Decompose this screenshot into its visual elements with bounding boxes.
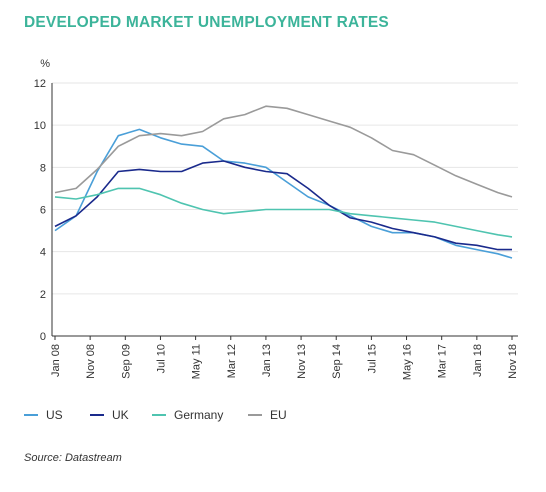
x-tick-label: May 16	[402, 344, 414, 380]
legend-label-us: US	[46, 408, 63, 422]
series-line-eu	[54, 105, 513, 198]
x-tick-label: Jan 08	[50, 344, 62, 377]
x-tick-label: Nov 18	[507, 344, 519, 379]
x-tick-label: Sep 14	[331, 344, 343, 379]
legend: US UK Germany EU	[24, 408, 287, 422]
x-tick-label: Nov 13	[296, 344, 308, 379]
x-tick-label: Nov 08	[85, 344, 97, 379]
y-tick-label: 0	[40, 331, 46, 343]
y-tick-label: 12	[34, 78, 46, 90]
legend-label-eu: EU	[270, 408, 287, 422]
x-tick-label: Jul 10	[155, 344, 167, 373]
x-tick-label: Jul 15	[366, 344, 378, 373]
series-lines	[54, 105, 513, 259]
legend-label-uk: UK	[112, 408, 129, 422]
x-tick-label: Sep 09	[120, 344, 132, 379]
series-line-germany	[54, 187, 513, 238]
chart-title: DEVELOPED MARKET UNEMPLOYMENT RATES	[24, 14, 389, 31]
x-tick-label: Jan 13	[261, 344, 273, 377]
legend-label-germany: Germany	[174, 408, 223, 422]
y-tick-label: 2	[40, 289, 46, 301]
y-tick-label: 8	[40, 162, 46, 174]
x-tick-label: Mar 17	[437, 344, 449, 378]
source-note: Source: Datastream	[24, 452, 122, 464]
axes	[51, 83, 518, 340]
x-tick-label: May 11	[191, 344, 203, 379]
y-tick-label: 10	[34, 120, 46, 132]
x-tick-label: Mar 12	[226, 344, 238, 378]
y-unit-label: %	[40, 58, 50, 70]
tick-labels: 0 2 4 6 8 10 12% Jan 08 Nov 08 Sep 09 Jul 10 May 11…	[34, 58, 519, 380]
y-tick-label: 6	[40, 205, 46, 217]
y-tick-label: 4	[40, 247, 46, 259]
x-tick-label: Jan 18	[472, 344, 484, 377]
series-line-uk	[54, 160, 512, 251]
